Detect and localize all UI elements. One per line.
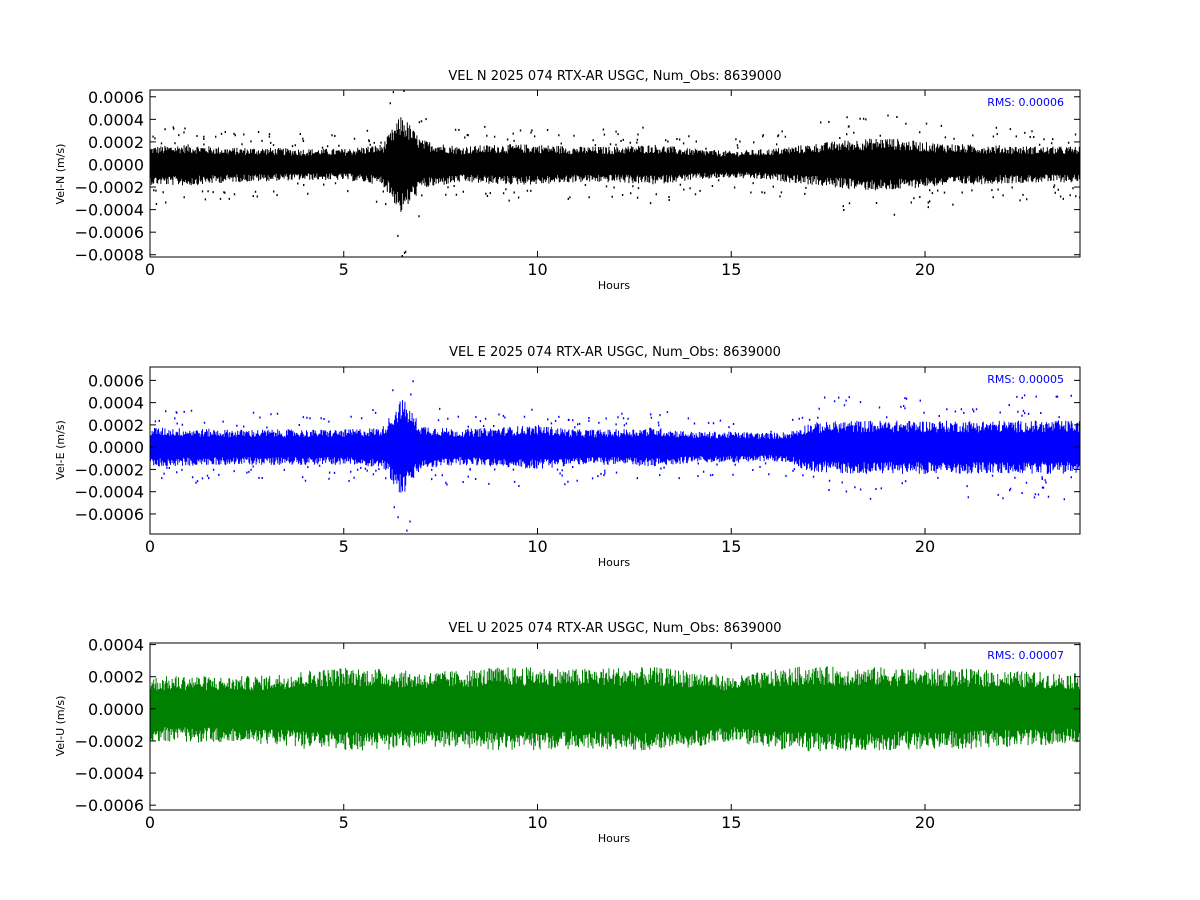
y-ticks: 0.0006 0.0004 0.0002 0.0000 −0.0002 −0.0004 −0…: [75, 88, 1080, 265]
x-tick-label: 0: [145, 537, 155, 556]
y-tick-label: 0.0002: [88, 668, 144, 687]
plot-frame: [149, 642, 1081, 811]
y-tick-label: 0.0006: [88, 88, 144, 107]
y-tick-label: 0.0004: [88, 394, 144, 413]
y-tick-label: −0.0002: [75, 460, 144, 479]
x-tick-label: 5: [339, 537, 349, 556]
panel-vel-n: VEL N 2025 074 RTX-AR USGC, Num_Obs: 863…: [54, 69, 1081, 292]
y-ticks: 0.0006 0.0004 0.0002 0.0000 −0.0002 −0.0004 −0…: [75, 371, 1080, 524]
y-tick-label: 0.0004: [88, 110, 144, 129]
x-axis-label: Hours: [598, 279, 630, 292]
x-axis-label: Hours: [598, 832, 630, 845]
x-tick-label: 20: [915, 260, 935, 279]
y-tick-label: −0.0004: [75, 764, 144, 783]
y-tick-label: 0.0004: [88, 636, 144, 655]
x-tick-label: 0: [145, 813, 155, 832]
y-ticks: 0.0004 0.0002 0.0000 −0.0002 −0.0004 −0.0006: [75, 636, 1080, 815]
x-tick-label: 5: [339, 813, 349, 832]
rms-annotation: RMS: 0.00005: [987, 373, 1064, 386]
y-axis-label: Vel-E (m/s): [54, 420, 67, 480]
y-axis-label: Vel-N (m/s): [54, 144, 67, 205]
x-tick-label: 10: [527, 260, 547, 279]
x-ticks: 0 5 10 15 20: [145, 643, 935, 832]
x-tick-label: 10: [527, 813, 547, 832]
y-tick-label: −0.0006: [75, 223, 144, 242]
chart-title: VEL N 2025 074 RTX-AR USGC, Num_Obs: 863…: [448, 69, 781, 84]
y-tick-label: −0.0004: [75, 201, 144, 220]
y-axis-label: Vel-U (m/s): [54, 696, 67, 757]
y-tick-label: −0.0006: [75, 505, 144, 524]
y-tick-label: −0.0002: [75, 732, 144, 751]
x-ticks: 0 5 10 15 20: [145, 90, 935, 279]
x-ticks: 0 5 10 15 20: [145, 367, 935, 556]
y-tick-label: −0.0002: [75, 178, 144, 197]
x-axis-label: Hours: [598, 556, 630, 569]
y-tick-label: 0.0000: [88, 438, 144, 457]
data-spikes: [154, 380, 1072, 532]
panel-vel-u: VEL U 2025 074 RTX-AR USGC, Num_Obs: 863…: [54, 621, 1081, 845]
data-spikes: [152, 90, 1081, 257]
panel-vel-e: VEL E 2025 074 RTX-AR USGC, Num_Obs: 863…: [54, 345, 1081, 569]
x-tick-label: 15: [721, 537, 741, 556]
x-tick-label: 15: [721, 813, 741, 832]
y-tick-label: −0.0008: [75, 246, 144, 265]
rms-annotation: RMS: 0.00007: [987, 649, 1064, 662]
x-tick-label: 15: [721, 260, 741, 279]
plot-frame: [149, 366, 1081, 535]
y-tick-label: −0.0006: [75, 796, 144, 815]
chart-title: VEL U 2025 074 RTX-AR USGC, Num_Obs: 863…: [448, 621, 781, 636]
y-tick-label: −0.0004: [75, 483, 144, 502]
x-tick-label: 5: [339, 260, 349, 279]
x-tick-label: 20: [915, 537, 935, 556]
x-tick-label: 10: [527, 537, 547, 556]
y-tick-label: 0.0002: [88, 133, 144, 152]
rms-annotation: RMS: 0.00006: [987, 96, 1064, 109]
x-tick-label: 0: [145, 260, 155, 279]
chart-title: VEL E 2025 074 RTX-AR USGC, Num_Obs: 863…: [449, 345, 781, 360]
y-tick-label: 0.0002: [88, 416, 144, 435]
x-tick-label: 20: [915, 813, 935, 832]
y-tick-label: 0.0006: [88, 371, 144, 390]
y-tick-label: 0.0000: [88, 700, 144, 719]
plot-frame: [149, 89, 1081, 258]
y-tick-label: 0.0000: [88, 155, 144, 174]
